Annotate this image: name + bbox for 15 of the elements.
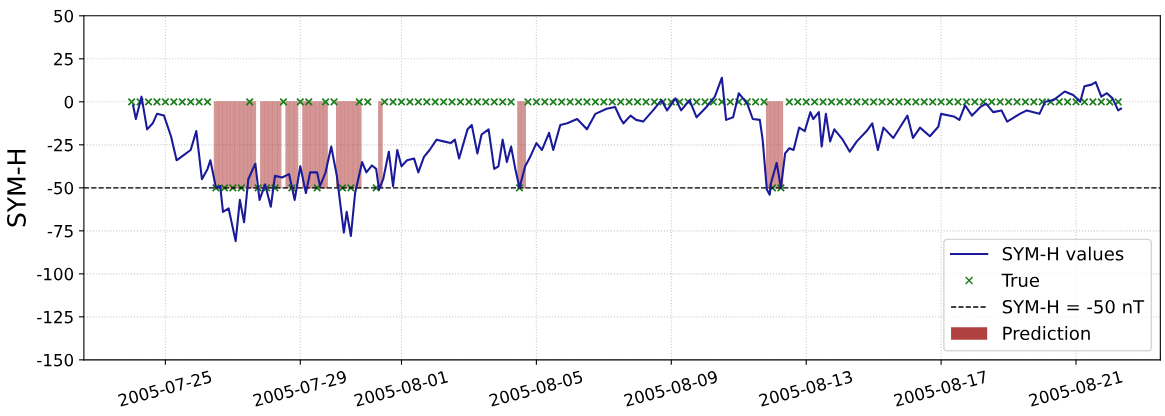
line-series (132, 76, 1123, 243)
y-tick-label: -150 (37, 353, 74, 367)
legend-label: Prediction (1003, 326, 1090, 341)
y-tick-label: 25 (54, 52, 73, 66)
y-tick-label: -25 (47, 138, 73, 152)
legend-label: SYM-H values (1002, 246, 1124, 261)
y-tick-label: -50 (47, 181, 74, 195)
y-axis-title: SYM-H (7, 150, 26, 227)
y-tick-label: 0 (64, 95, 74, 109)
y-tick-label: -125 (37, 310, 73, 324)
y-tick-label: 50 (54, 9, 74, 23)
legend-label: True (1001, 273, 1039, 288)
y-tick-label: -75 (47, 225, 73, 238)
y-tick-label: -100 (37, 267, 74, 281)
legend-label: SYM-H = -50 nT (1002, 299, 1145, 314)
